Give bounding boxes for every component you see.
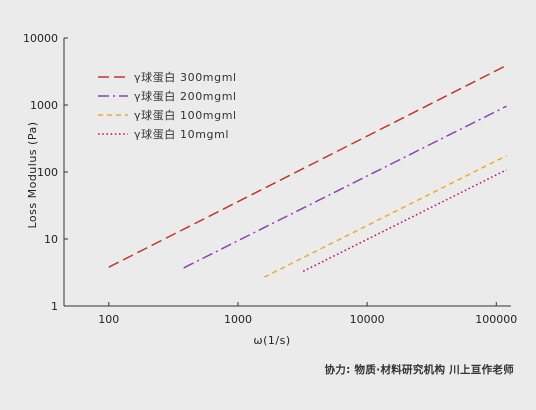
x-axis-title: ω(1/s) — [253, 334, 290, 347]
legend-label: γ球蛋白 300mgml — [134, 70, 237, 84]
credit-text: 协力: 物质·材料研究机构 川上亘作老师 — [324, 364, 514, 376]
x-tick-label: 10000 — [350, 313, 385, 326]
legend-label: γ球蛋白 100mgml — [134, 108, 237, 122]
x-tick-label: 100000 — [475, 313, 517, 326]
legend-label: γ球蛋白 10mgml — [134, 127, 229, 141]
y-tick-label: 10000 — [23, 32, 58, 45]
y-tick-label: 1000 — [30, 99, 58, 112]
x-tick-label: 1000 — [224, 313, 252, 326]
y-tick-label: 1 — [51, 300, 58, 313]
legend: γ球蛋白 300mgml γ球蛋白 200mgml γ球蛋白 100mgml γ球蛋白… — [98, 70, 237, 141]
series-line-1 — [108, 64, 507, 268]
axes: 100 1000 10000 100000 1 10 100 1000 10000 — [23, 32, 517, 326]
series-line-2 — [183, 105, 507, 269]
y-axis-title: Loss Modulus (Pa) — [26, 121, 39, 228]
series-layer — [108, 64, 507, 278]
series-line-4 — [302, 169, 507, 272]
y-tick-label: 100 — [37, 166, 58, 179]
series-line-3 — [263, 155, 507, 278]
x-tick-label: 100 — [98, 313, 119, 326]
legend-label: γ球蛋白 200mgml — [134, 89, 237, 103]
y-tick-label: 10 — [44, 233, 58, 246]
